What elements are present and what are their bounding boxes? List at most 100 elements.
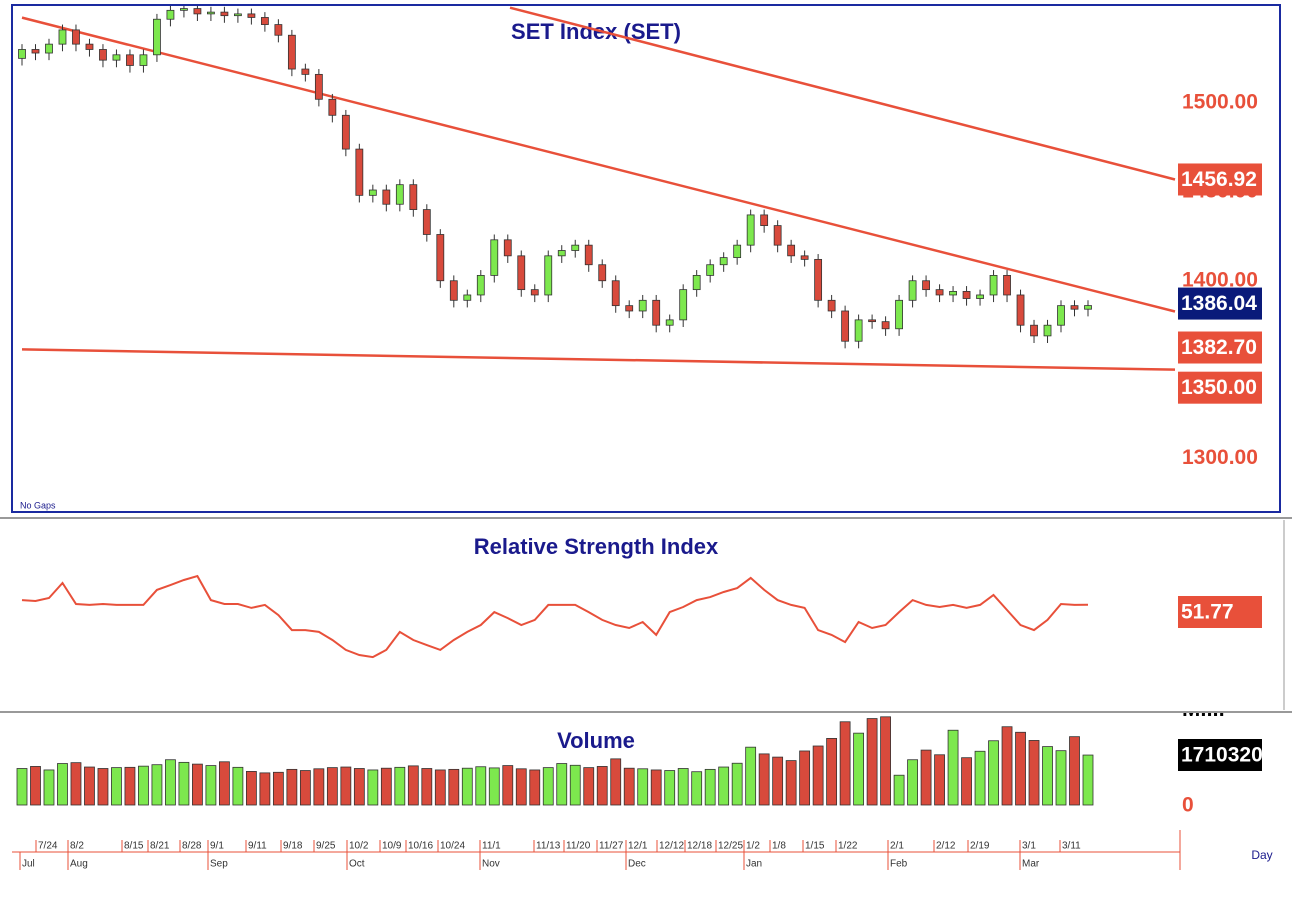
volume-bar <box>569 764 581 806</box>
day-label: 8/15 <box>124 841 144 852</box>
candle-body <box>31 49 40 54</box>
candle-body <box>962 291 971 299</box>
y-tick-label: 1500.00 <box>1182 90 1258 113</box>
volume-bar <box>421 768 433 806</box>
candle-body <box>1084 305 1092 310</box>
candle-body <box>868 319 877 323</box>
candle-body <box>544 255 553 296</box>
volume-unit: Milli <box>1182 696 1225 721</box>
candle-body <box>85 43 94 50</box>
volume-bar <box>515 768 527 806</box>
candle-body <box>355 148 364 196</box>
volume-bar <box>853 732 865 806</box>
volume-bar <box>340 766 352 806</box>
volume-bar <box>380 767 392 806</box>
volume-bar <box>758 753 770 806</box>
trendline-label-bg <box>1178 331 1262 364</box>
volume-bar <box>178 761 190 806</box>
trendline <box>509 6 1176 181</box>
rsi-value-bg <box>1178 596 1262 628</box>
volume-bar <box>461 767 473 806</box>
candle-body <box>193 8 202 15</box>
volume-bar <box>448 768 460 806</box>
candle-body <box>1057 305 1065 326</box>
day-label: 12/1 <box>628 841 648 852</box>
candle-body <box>935 289 944 296</box>
candle-body <box>949 291 957 296</box>
volume-bar <box>16 768 28 806</box>
volume-plot: Milli <box>16 696 1225 806</box>
candle-body <box>1030 324 1038 337</box>
candle-body <box>989 274 998 296</box>
volume-bar <box>488 767 500 806</box>
volume-bar <box>259 772 271 806</box>
volume-bar <box>57 763 68 806</box>
trendline-label-bg <box>1178 371 1262 404</box>
candle-body <box>1043 324 1052 337</box>
candle-body <box>895 299 903 330</box>
volume-bar <box>97 768 109 806</box>
volume-bar <box>502 765 514 806</box>
candle-body <box>153 18 161 56</box>
volume-bar <box>650 769 662 806</box>
volume-bar <box>219 761 230 806</box>
volume-bar <box>556 763 568 806</box>
month-label: Jul <box>22 859 35 870</box>
volume-bar <box>286 768 298 806</box>
day-label: 9/1 <box>210 841 224 852</box>
volume-title: Volume <box>557 728 635 753</box>
candle-body <box>490 239 499 276</box>
volume-bar <box>583 767 595 806</box>
trendline-label: 1350.00 <box>1181 376 1257 399</box>
candle-body <box>45 43 53 54</box>
volume-bar <box>434 769 446 806</box>
candle-body <box>1070 305 1079 310</box>
day-label: 2/1 <box>890 841 904 852</box>
candle-body <box>260 17 269 25</box>
day-label: 8/28 <box>182 841 202 852</box>
candle-body <box>665 319 674 326</box>
candle-body <box>746 214 755 246</box>
volume-bar <box>974 750 986 806</box>
volume-bar <box>907 759 918 806</box>
candle-body <box>841 310 850 342</box>
y-tick-label: 1300.00 <box>1182 446 1258 469</box>
volume-bar <box>407 765 419 806</box>
candle-body <box>207 11 215 15</box>
candle-body <box>341 114 350 150</box>
candle-body <box>72 29 80 45</box>
month-label: Jan <box>746 859 762 870</box>
volume-bar <box>745 746 757 806</box>
trendline-label: 1382.70 <box>1181 336 1257 359</box>
day-label: 7/24 <box>38 841 58 852</box>
candle-body <box>301 68 310 75</box>
trendline-label-bg <box>1178 163 1262 196</box>
volume-bar <box>934 754 945 806</box>
candle-body <box>247 13 256 18</box>
price-frame <box>11 4 1281 513</box>
day-label: 10/16 <box>408 841 433 852</box>
candle-body <box>787 244 796 257</box>
month-label: Aug <box>70 859 88 870</box>
volume-bar <box>691 771 703 806</box>
rsi-value: 51.77 <box>1181 601 1234 624</box>
candle-body <box>854 319 863 342</box>
candle-body <box>99 49 107 61</box>
candle-body <box>719 257 728 266</box>
day-label: 3/11 <box>1062 841 1081 852</box>
trendline <box>21 16 1176 313</box>
volume-bar <box>475 766 487 806</box>
month-label: Oct <box>349 859 365 870</box>
month-label: Sep <box>210 859 228 870</box>
day-label: 12/25 <box>718 841 743 852</box>
volume-bar <box>529 769 541 806</box>
day-label: 11/13 <box>536 841 561 852</box>
candle-body <box>314 73 323 100</box>
day-label: 8/21 <box>150 841 170 852</box>
day-label: 1/2 <box>746 841 760 852</box>
day-label: 3/1 <box>1022 841 1036 852</box>
candle-body <box>166 9 175 20</box>
month-label: Feb <box>890 859 908 870</box>
candle-body <box>976 294 984 299</box>
volume-bar <box>893 774 905 806</box>
